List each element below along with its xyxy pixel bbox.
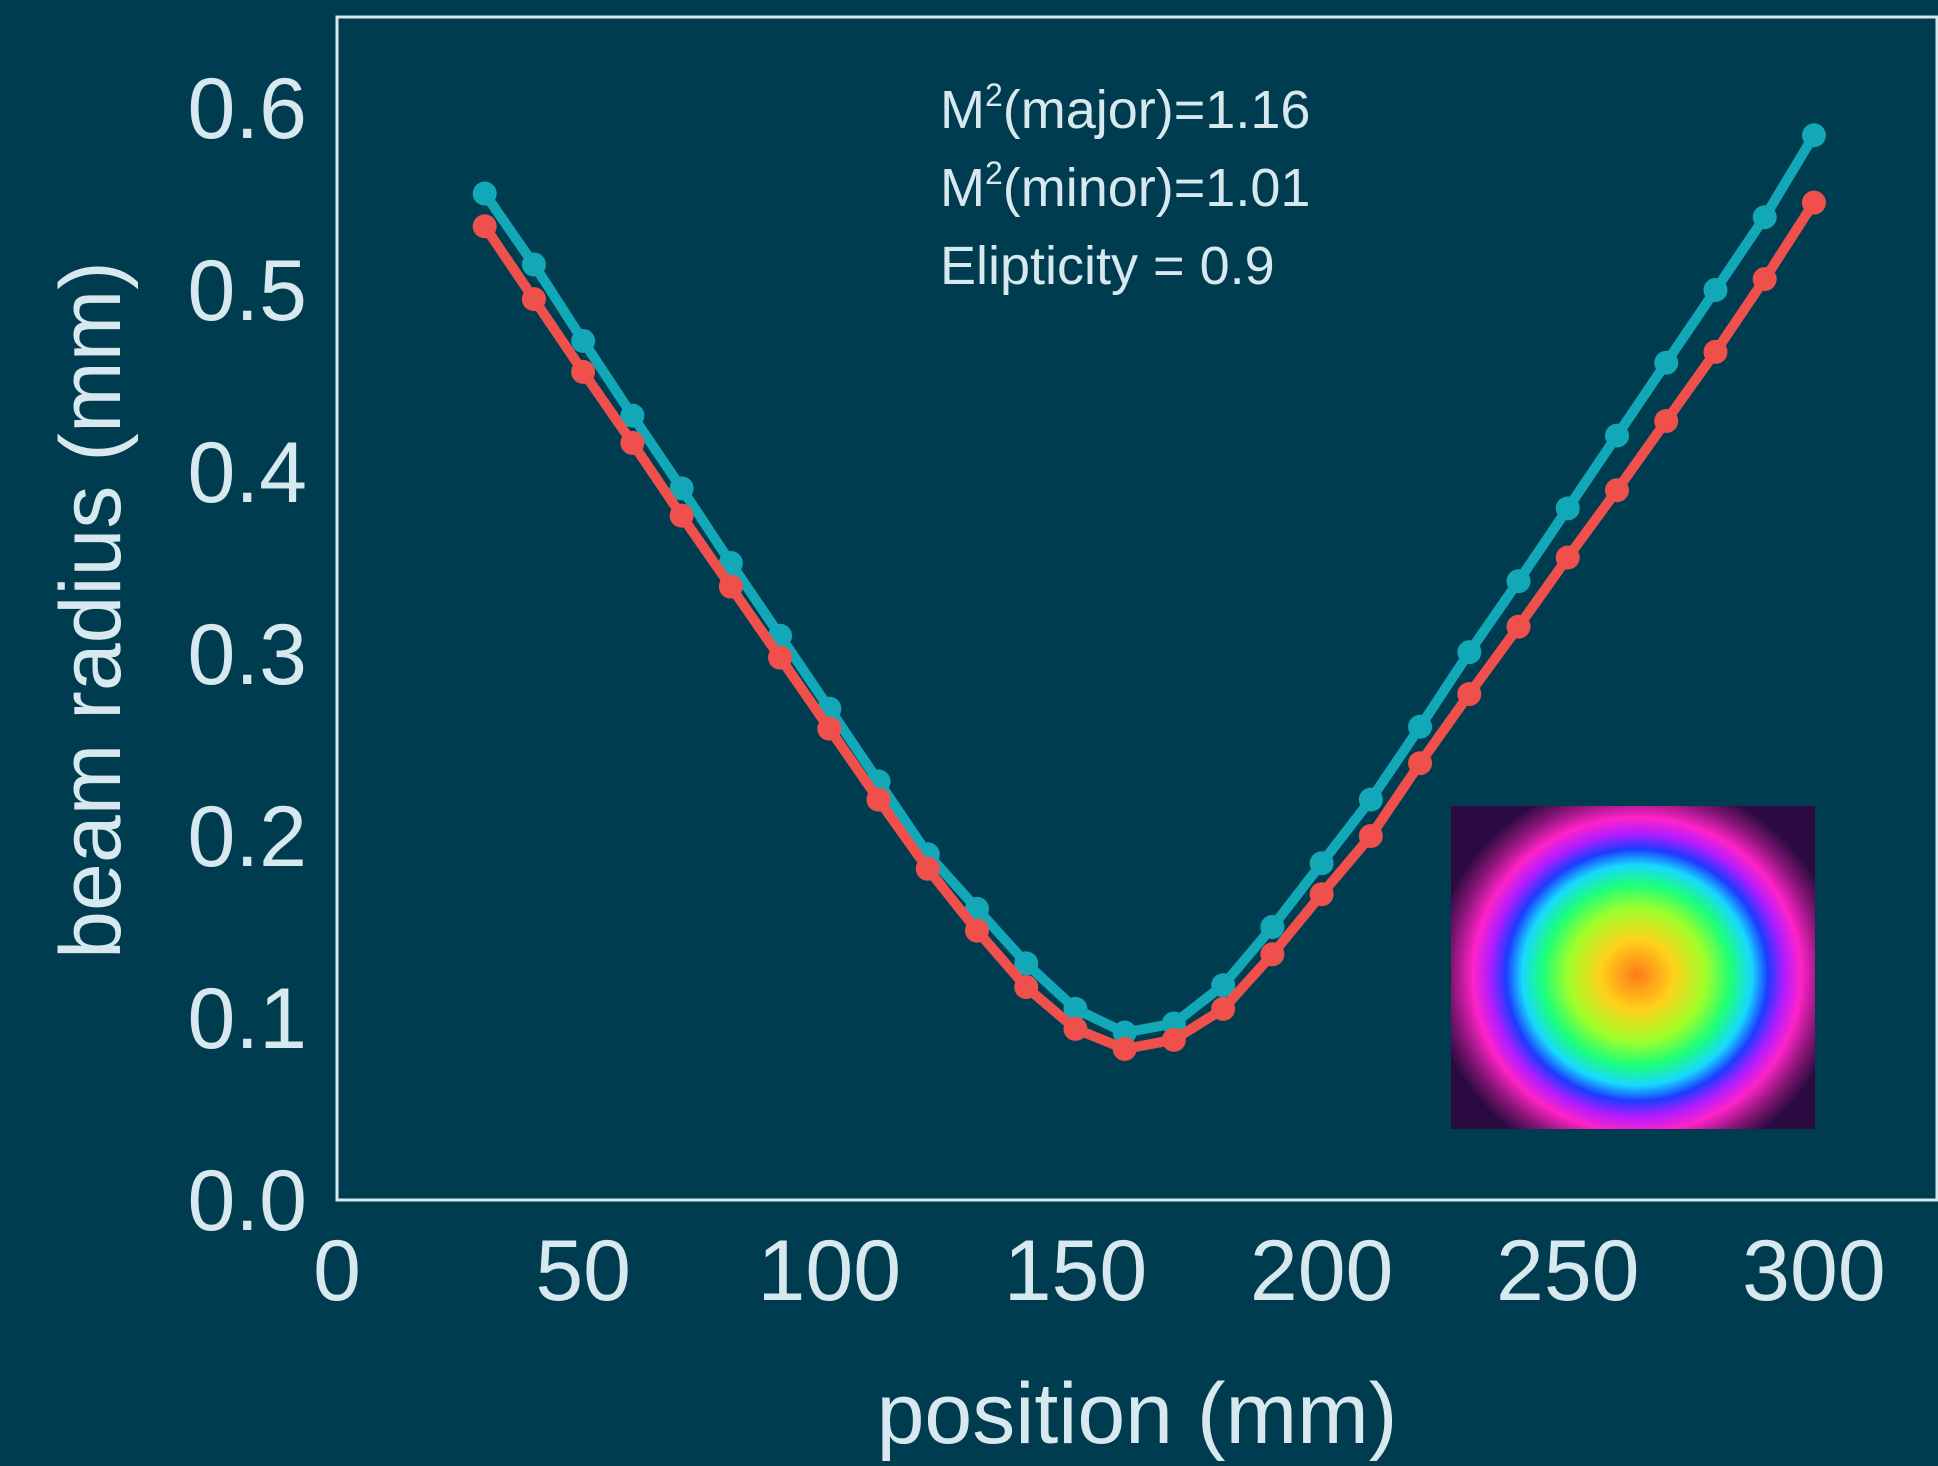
plot-frame [335, 15, 1938, 1202]
series-0-line [479, 130, 1819, 1038]
series-1-point-5 [718, 574, 743, 599]
series-1-point-19 [1408, 751, 1433, 776]
series-0-point-3 [620, 403, 645, 428]
series-1-point-25 [1703, 339, 1728, 364]
series-0-point-26 [1752, 205, 1777, 230]
annotation-prefix-1: M [940, 158, 985, 218]
series-0-point-11 [1014, 951, 1039, 976]
series-layer [472, 123, 1826, 1061]
series-0-point-20 [1457, 640, 1482, 665]
annotation-text-2: Elipticity = 0.9 [940, 236, 1275, 296]
series-0-point-21 [1506, 569, 1531, 594]
y-tick-label-0: 0.0 [187, 1153, 307, 1249]
series-1-point-23 [1605, 478, 1629, 503]
series-1-point-22 [1555, 545, 1580, 570]
series-1-point-13 [1112, 1036, 1137, 1061]
x-axis-title: position (mm) [877, 1366, 1398, 1461]
series-1-point-10 [965, 918, 989, 943]
x-axis-ticks: 0 50 100 150 200 250 300 [313, 1223, 1886, 1319]
series-1-point-18 [1358, 824, 1383, 848]
series-1-point-20 [1457, 682, 1482, 707]
annotation-text-0: (major)=1.16 [1003, 80, 1311, 140]
series-0-point-10 [965, 896, 989, 921]
series-1-point-2 [571, 359, 596, 384]
annotation-line-0: M2(major)=1.16 [940, 77, 1310, 140]
series-0-point-18 [1358, 787, 1383, 812]
series-0 [472, 123, 1826, 1045]
series-0-point-12 [1063, 996, 1088, 1021]
y-tick-label-2: 0.2 [187, 789, 307, 885]
series-1-point-0 [472, 214, 497, 239]
series-0-point-16 [1260, 915, 1285, 939]
series-1-point-26 [1752, 267, 1777, 292]
series-1-point-9 [915, 856, 940, 881]
series-1-point-3 [620, 430, 645, 455]
series-1-point-24 [1654, 409, 1679, 434]
series-1-point-15 [1211, 996, 1236, 1021]
y-axis-ticks: 0.0 0.1 0.2 0.3 0.4 0.5 0.6 [187, 61, 307, 1249]
series-0-point-25 [1703, 278, 1728, 302]
series-0-point-22 [1555, 496, 1580, 521]
series-0-point-2 [571, 328, 596, 353]
series-0-point-5 [718, 551, 743, 575]
y-tick-label-1: 0.1 [187, 971, 307, 1067]
x-tick-label-2: 100 [758, 1223, 902, 1319]
series-1-point-4 [669, 503, 694, 528]
x-tick-label-5: 250 [1496, 1223, 1640, 1319]
series-1-point-17 [1309, 882, 1334, 907]
annotation-superscript-1: 2 [985, 155, 1003, 191]
plot-area-border [335, 15, 1938, 1202]
annotation-text-1: (minor)=1.01 [1003, 158, 1311, 218]
y-tick-label-3: 0.3 [187, 607, 307, 703]
y-tick-label-5: 0.5 [187, 243, 307, 339]
y-tick-label-6: 0.6 [187, 61, 307, 157]
series-0-point-15 [1211, 973, 1236, 998]
series-0-point-4 [669, 476, 694, 501]
series-1-point-21 [1506, 614, 1531, 639]
series-1 [472, 190, 1826, 1061]
series-1-point-6 [768, 645, 793, 670]
y-axis-title: beam radius (mm) [43, 261, 139, 959]
series-1-point-1 [521, 287, 546, 312]
series-1-point-14 [1161, 1027, 1186, 1052]
series-0-point-27 [1801, 123, 1826, 148]
series-1-point-11 [1014, 975, 1039, 1000]
series-1-line [479, 197, 1819, 1054]
series-0-point-0 [472, 181, 497, 206]
series-1-point-7 [817, 716, 842, 741]
series-0-point-23 [1605, 423, 1629, 448]
series-0-point-1 [521, 252, 546, 277]
x-tick-label-6: 300 [1742, 1223, 1886, 1319]
beam-profile-inset [1451, 806, 1815, 1129]
series-1-point-8 [866, 787, 891, 812]
beam-profile-image [1451, 806, 1815, 1129]
series-0-point-19 [1408, 714, 1433, 739]
x-tick-label-4: 200 [1250, 1223, 1394, 1319]
annotation-prefix-0: M [940, 80, 985, 140]
series-1-point-12 [1063, 1016, 1088, 1041]
series-0-point-17 [1309, 851, 1334, 876]
annotation-line-1: M2(minor)=1.01 [940, 155, 1310, 218]
x-tick-label-3: 150 [1004, 1223, 1148, 1319]
series-1-point-16 [1260, 942, 1285, 967]
annotation-superscript-0: 2 [985, 77, 1003, 113]
x-tick-label-1: 50 [535, 1223, 631, 1319]
x-tick-label-0: 0 [313, 1223, 361, 1319]
series-1-point-27 [1801, 190, 1826, 215]
annotation-line-2: Elipticity = 0.9 [940, 236, 1275, 296]
y-tick-label-4: 0.4 [187, 425, 307, 521]
series-0-point-24 [1654, 350, 1679, 375]
